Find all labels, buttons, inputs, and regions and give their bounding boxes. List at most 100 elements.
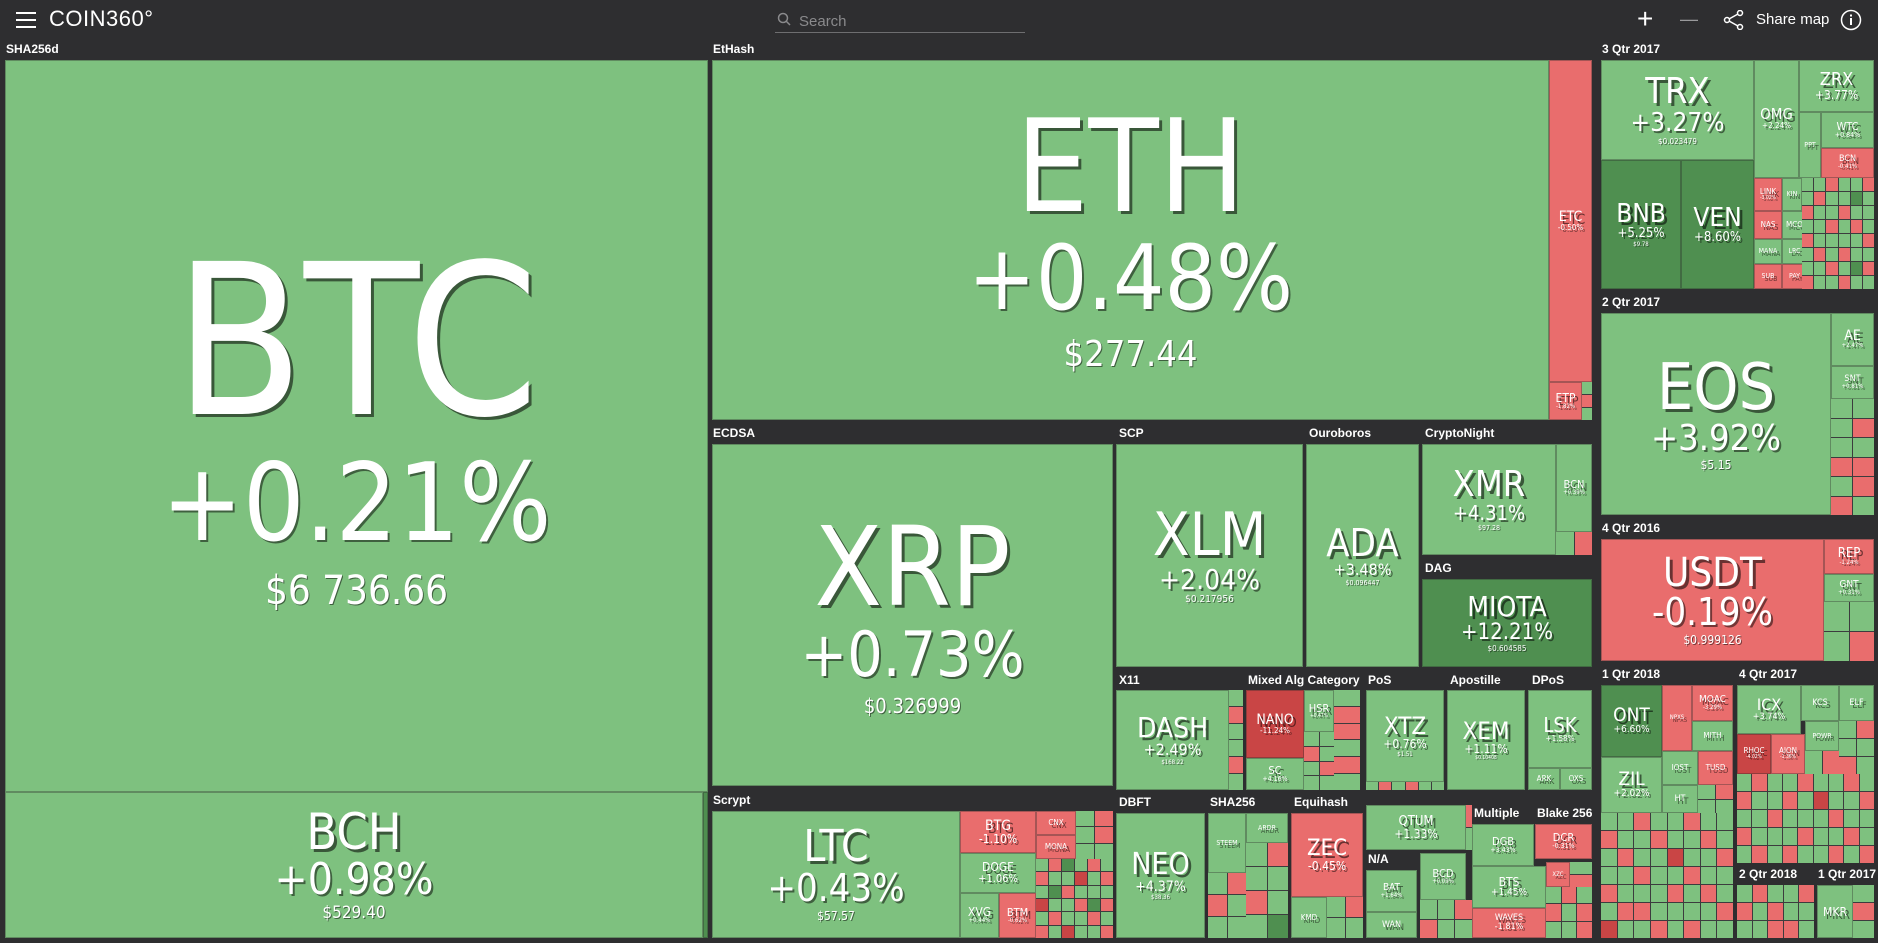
mini-tile[interactable] [1634, 867, 1650, 884]
coin-tile-bnb[interactable]: BNB +5.25% $9.78 [1601, 160, 1681, 289]
mini-tile[interactable] [1076, 811, 1094, 827]
mini-tile[interactable] [1617, 885, 1634, 902]
coin-tile-neo[interactable]: NEO +4.37% $38.36 [1116, 813, 1205, 938]
coin-tile-xlm[interactable]: XLM +2.04% $0.217956 [1116, 444, 1303, 667]
mini-tile[interactable] [1076, 827, 1094, 843]
mini-tile[interactable] [1799, 885, 1814, 902]
mini-tile[interactable] [1345, 918, 1363, 938]
mini-tile[interactable] [1737, 774, 1752, 791]
mini-tile[interactable] [1783, 921, 1799, 938]
mini-tile[interactable] [1798, 810, 1813, 827]
mini-tile[interactable] [1802, 276, 1814, 289]
mini-tile[interactable] [1862, 192, 1874, 205]
coin-tile-eth[interactable]: ETH +0.48% $277.44 [712, 60, 1549, 420]
coin-tile-ae[interactable]: AE +2.47% [1831, 313, 1874, 366]
mini-tile[interactable] [1859, 810, 1874, 827]
menu-icon[interactable] [16, 12, 36, 28]
mini-tile[interactable] [1737, 828, 1752, 845]
mini-tile[interactable] [1844, 774, 1859, 791]
coin-tile-lsk[interactable]: LSK +1.58% [1528, 690, 1592, 768]
mini-tile[interactable] [1717, 831, 1733, 848]
mini-tile[interactable] [1334, 757, 1360, 774]
mini-tile[interactable] [1334, 706, 1360, 723]
mini-tile[interactable] [1634, 903, 1650, 920]
mini-tile[interactable] [1229, 774, 1243, 790]
mini-tile[interactable] [1546, 904, 1561, 921]
mini-tile[interactable] [1814, 276, 1826, 289]
mini-tile[interactable] [1859, 792, 1874, 809]
mini-tile[interactable] [1802, 220, 1814, 233]
mini-tile[interactable] [1246, 891, 1267, 914]
mini-tile[interactable] [1813, 828, 1828, 845]
mini-tile[interactable] [1075, 912, 1087, 925]
share-icon[interactable] [1723, 10, 1745, 30]
mini-tile[interactable] [1826, 248, 1838, 261]
mini-tile[interactable] [1831, 496, 1852, 515]
mini-tile[interactable] [1227, 873, 1246, 894]
mini-tile[interactable] [1684, 831, 1700, 848]
mini-tile[interactable] [1319, 776, 1334, 790]
mini-tile[interactable] [1101, 925, 1113, 938]
mini-tile[interactable] [1650, 903, 1667, 920]
mini-tile[interactable] [1838, 276, 1850, 289]
mini-tile[interactable] [1802, 206, 1814, 219]
mini-tile[interactable] [1570, 862, 1592, 874]
mini-tile[interactable] [1304, 732, 1319, 746]
coin-tile-iost[interactable]: IOST [1662, 751, 1698, 785]
mini-tile[interactable] [1650, 813, 1667, 830]
coin-tile-tusd[interactable]: TUSD [1698, 751, 1733, 785]
mini-tile[interactable] [1267, 867, 1288, 890]
coin-tile-zil[interactable]: ZIL +2.02% [1601, 757, 1662, 813]
mini-tile[interactable] [1667, 813, 1684, 830]
mini-tile[interactable] [1075, 859, 1087, 872]
mini-tile[interactable] [1634, 849, 1650, 866]
coin-tile-btc[interactable]: BTC +0.21% $6 736.66 [5, 60, 708, 792]
mini-tile[interactable] [1062, 925, 1074, 938]
mini-tile[interactable] [1304, 746, 1319, 761]
mini-tile[interactable] [1857, 739, 1874, 756]
mini-tile[interactable] [1844, 828, 1859, 845]
coin-tile-elf[interactable]: ELF [1839, 685, 1874, 721]
mini-tile[interactable] [1752, 792, 1767, 809]
mini-tile[interactable] [1684, 921, 1700, 938]
mini-tile[interactable] [1831, 477, 1852, 496]
mini-tile[interactable] [1561, 921, 1577, 938]
coin-tile-ada[interactable]: ADA +3.48% $0.096447 [1306, 444, 1419, 667]
mini-tile[interactable] [1698, 785, 1715, 799]
mini-tile[interactable] [1420, 919, 1437, 938]
mini-tile[interactable] [1853, 438, 1874, 457]
coin-tile-rep[interactable]: REP -1.24% [1824, 539, 1874, 574]
coin-tile-dcr[interactable]: DCR -0.31% [1535, 824, 1592, 859]
mini-tile[interactable] [1334, 690, 1360, 706]
mini-tile[interactable] [1684, 903, 1700, 920]
mini-tile[interactable] [1617, 831, 1634, 848]
mini-tile[interactable] [1853, 457, 1874, 476]
mini-tile[interactable] [1267, 891, 1288, 914]
mini-tile[interactable] [1844, 846, 1859, 863]
mini-tile[interactable] [1828, 828, 1844, 845]
coin-tile-qtum[interactable]: QTUM +1.33% [1366, 805, 1466, 850]
coin-tile-bcd[interactable]: BCD +0.09% [1420, 853, 1466, 900]
mini-tile[interactable] [1601, 831, 1617, 848]
mini-tile[interactable] [1828, 810, 1844, 827]
mini-tile[interactable] [1839, 757, 1856, 774]
mini-tile[interactable] [1752, 846, 1767, 863]
mini-tile[interactable] [1076, 843, 1094, 859]
mini-tile[interactable] [1826, 178, 1838, 191]
mini-tile[interactable] [1334, 740, 1360, 757]
mini-tile[interactable] [1437, 919, 1455, 938]
coin-tile-small[interactable] [703, 792, 708, 938]
coin-tile-dgb[interactable]: DGB +3.43% [1472, 824, 1534, 866]
mini-tile[interactable] [1101, 859, 1113, 872]
mini-tile[interactable] [1546, 887, 1561, 904]
mini-tile[interactable] [1737, 810, 1752, 827]
mini-tile[interactable] [1767, 792, 1782, 809]
mini-tile[interactable] [1062, 872, 1074, 885]
mini-tile[interactable] [1049, 872, 1061, 885]
mini-tile[interactable] [1850, 276, 1862, 289]
coin-tile-xem[interactable]: XEM +1.11% $0.10408 [1447, 690, 1525, 790]
mini-tile[interactable] [1700, 813, 1717, 830]
mini-tile[interactable] [1862, 262, 1874, 275]
mini-tile[interactable] [1650, 885, 1667, 902]
coin-tile-powr[interactable]: POWR [1805, 721, 1839, 751]
